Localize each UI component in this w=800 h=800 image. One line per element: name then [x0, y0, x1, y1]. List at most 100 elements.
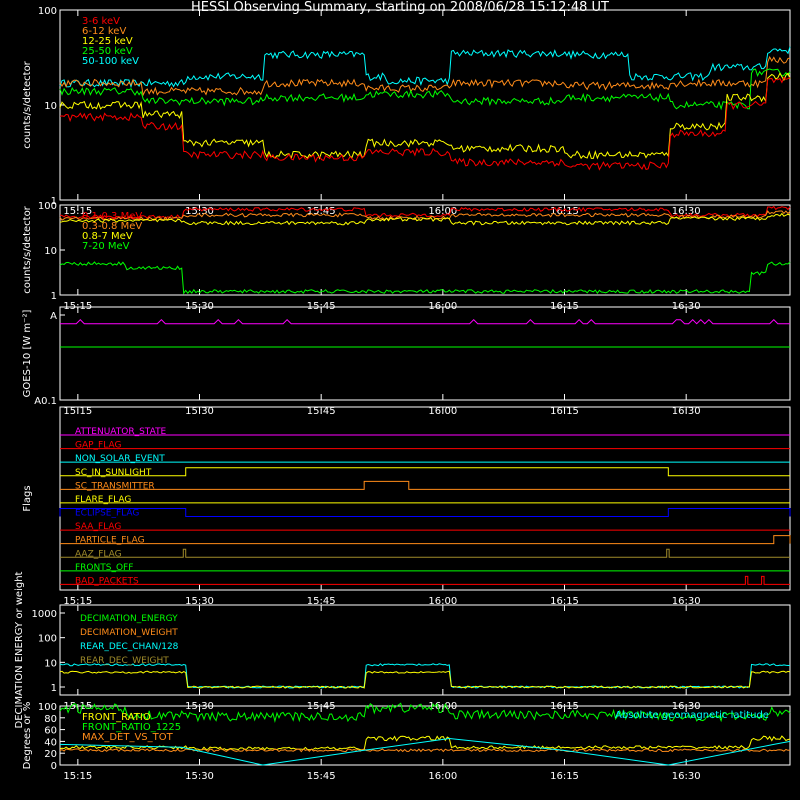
y-tick-label: 10 — [44, 658, 57, 669]
legend-entry: REAR_DEC_CHAN/128 — [80, 642, 179, 652]
flag-label: FRONTS_OFF — [75, 563, 133, 573]
legend-entry: REAR_DEC_WEIGHT — [80, 656, 169, 666]
y-tick-label: A — [50, 311, 57, 322]
flag-label: BAD_PACKETS — [75, 576, 139, 586]
series-line — [59, 737, 791, 766]
y-axis-label: DECIMATION ENERGY or weight — [14, 571, 25, 728]
legend-entry: 6-12 keV — [82, 26, 126, 37]
flag-label: AAZ_FLAG — [75, 549, 122, 559]
panel-frame — [59, 306, 791, 401]
y-tick-label: 10 — [44, 101, 57, 112]
x-tick-label: 16:30 — [672, 596, 701, 607]
x-tick-label: 16:15 — [550, 206, 579, 217]
flag-line — [59, 508, 791, 517]
panel-frame — [59, 604, 791, 696]
y-tick-label: 40 — [44, 737, 57, 748]
x-tick-label: 15:45 — [307, 206, 336, 217]
panel-frame — [59, 406, 791, 591]
y-tick-label: 20 — [44, 749, 57, 760]
flag-label: NON_SOLAR_EVENT — [75, 454, 165, 464]
y-tick-label: 100 — [38, 6, 57, 17]
legend-entry: 0.3-0.8 MeV — [82, 221, 142, 232]
flag-label: SAA_FLAG — [75, 522, 121, 532]
legend-entry: 25-50 keV — [82, 46, 133, 57]
page-title: HESSI Observing Summary, starting on 200… — [191, 0, 609, 15]
legend-entry: FRONT_RATIO — [82, 712, 151, 723]
x-tick-label: 16:00 — [428, 771, 457, 782]
y-tick-label: 1000 — [32, 609, 57, 620]
flag-line — [60, 467, 790, 477]
x-tick-label: 16:15 — [550, 596, 579, 607]
y-tick-label: 10 — [44, 246, 57, 257]
y-tick-label: 60 — [44, 726, 57, 737]
series-line — [59, 261, 791, 295]
x-tick-label: 16:00 — [428, 206, 457, 217]
series-line — [60, 318, 790, 325]
y-tick-label: 1 — [51, 196, 57, 207]
x-tick-label: 15:15 — [63, 771, 92, 782]
legend-entry: 3-6 keV — [82, 16, 120, 27]
x-tick-label: 15:30 — [185, 206, 214, 217]
legend-entry: DECIMATION_ENERGY — [80, 614, 178, 624]
x-tick-label: 15:30 — [185, 771, 214, 782]
flag-label: ATTENUATOR_STATE — [75, 427, 167, 437]
x-tick-label: 15:45 — [307, 771, 336, 782]
flag-line — [60, 575, 790, 585]
flag-label: PARTICLE_FLAG — [75, 536, 145, 546]
flag-label: GAP_FLAG — [75, 441, 121, 451]
y-tick-label: 80 — [44, 714, 57, 725]
series-line — [59, 212, 791, 226]
flag-label: FLARE_FLAG — [75, 495, 131, 505]
series-line — [59, 663, 791, 689]
y-axis-label: GOES-10 [W m⁻²] — [22, 310, 33, 398]
y-tick-label: 100 — [38, 201, 57, 212]
flag-line — [60, 480, 790, 490]
series-line — [59, 670, 791, 689]
y-axis-label: counts/s/detector — [22, 205, 33, 293]
legend-entry: DECIMATION_WEIGHT — [80, 628, 178, 638]
legend-entry: 50-100 keV — [82, 56, 139, 67]
series-line — [59, 55, 791, 97]
y-tick-label: 1 — [51, 683, 57, 694]
legend-entry: FRONT_RATIO_1225 — [82, 722, 181, 733]
series-line — [59, 72, 791, 160]
y-tick-label: 1 — [51, 291, 57, 302]
flag-label: SC_IN_SUNLIGHT — [75, 468, 152, 478]
flag-label: SC_TRANSMITTER — [75, 481, 155, 491]
y-axis-label: Flags — [22, 485, 33, 511]
y-axis-label: Degrees or % — [22, 702, 33, 770]
legend-entry: 12-25 keV — [82, 36, 133, 47]
flag-label: ECLIPSE_FLAG — [75, 509, 139, 519]
series-line — [59, 76, 791, 171]
legend-entry: 0.8-7 MeV — [82, 231, 133, 242]
y-axis-label: counts/s/detector — [22, 60, 33, 148]
annotation-label: Absolute geomagnetic latitude — [615, 710, 769, 721]
series-line — [59, 735, 791, 751]
series-line — [59, 68, 791, 111]
series-line — [59, 702, 791, 723]
y-tick-label: A0.1 — [34, 396, 57, 407]
x-tick-label: 15:45 — [307, 596, 336, 607]
y-tick-label: 0 — [51, 761, 57, 772]
series-line — [59, 748, 791, 753]
x-tick-label: 15:30 — [185, 596, 214, 607]
flag-line — [60, 535, 791, 545]
x-tick-label: 16:30 — [672, 206, 701, 217]
legend-entry: 7-20 MeV — [82, 241, 130, 252]
flag-line — [60, 548, 790, 558]
y-tick-label: 100 — [38, 634, 57, 645]
x-tick-label: 15:15 — [63, 206, 92, 217]
panel-4: 15:15 15:30 15:45 16:00 16:15 16:30 Flags — [22, 406, 791, 607]
series-line — [59, 46, 791, 89]
x-tick-label: 16:00 — [428, 596, 457, 607]
legend-entry: MAX_DET_VS_TOT — [82, 732, 174, 743]
legend-entry: 0.1-0.3 MeV — [82, 211, 142, 222]
panel-6: 15:15 15:30 15:45 16:00 16:15 16:30 Degrees or… — [22, 702, 791, 782]
x-tick-label: 15:15 — [63, 596, 92, 607]
x-tick-label: 16:15 — [550, 771, 579, 782]
y-tick-label: 100 — [38, 702, 57, 713]
x-tick-label: 16:30 — [672, 771, 701, 782]
panel-1: 15:15 15:30 15:45 16:00 16:15 16:30 counts/s/d… — [22, 6, 791, 217]
